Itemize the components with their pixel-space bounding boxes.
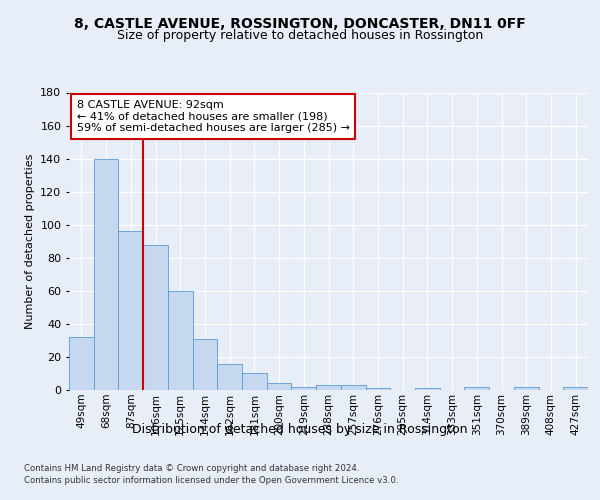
Text: 8 CASTLE AVENUE: 92sqm
← 41% of detached houses are smaller (198)
59% of semi-de: 8 CASTLE AVENUE: 92sqm ← 41% of detached… [77,100,350,133]
Bar [143,244,168,390]
Bar [292,386,316,390]
Bar [217,364,242,390]
Bar [168,291,193,390]
Text: Contains public sector information licensed under the Open Government Licence v3: Contains public sector information licen… [24,476,398,485]
Bar [193,339,217,390]
Bar [415,388,440,390]
Bar [514,386,539,390]
Text: Contains HM Land Registry data © Crown copyright and database right 2024.: Contains HM Land Registry data © Crown c… [24,464,359,473]
Bar [464,386,489,390]
Bar [242,374,267,390]
Bar [118,232,143,390]
Bar [563,386,588,390]
Bar [267,384,292,390]
Text: Distribution of detached houses by size in Rossington: Distribution of detached houses by size … [132,422,468,436]
Bar [69,337,94,390]
Bar [94,158,118,390]
Text: Size of property relative to detached houses in Rossington: Size of property relative to detached ho… [117,29,483,42]
Text: 8, CASTLE AVENUE, ROSSINGTON, DONCASTER, DN11 0FF: 8, CASTLE AVENUE, ROSSINGTON, DONCASTER,… [74,18,526,32]
Y-axis label: Number of detached properties: Number of detached properties [25,154,35,329]
Bar [316,385,341,390]
Bar [341,385,365,390]
Bar [365,388,390,390]
